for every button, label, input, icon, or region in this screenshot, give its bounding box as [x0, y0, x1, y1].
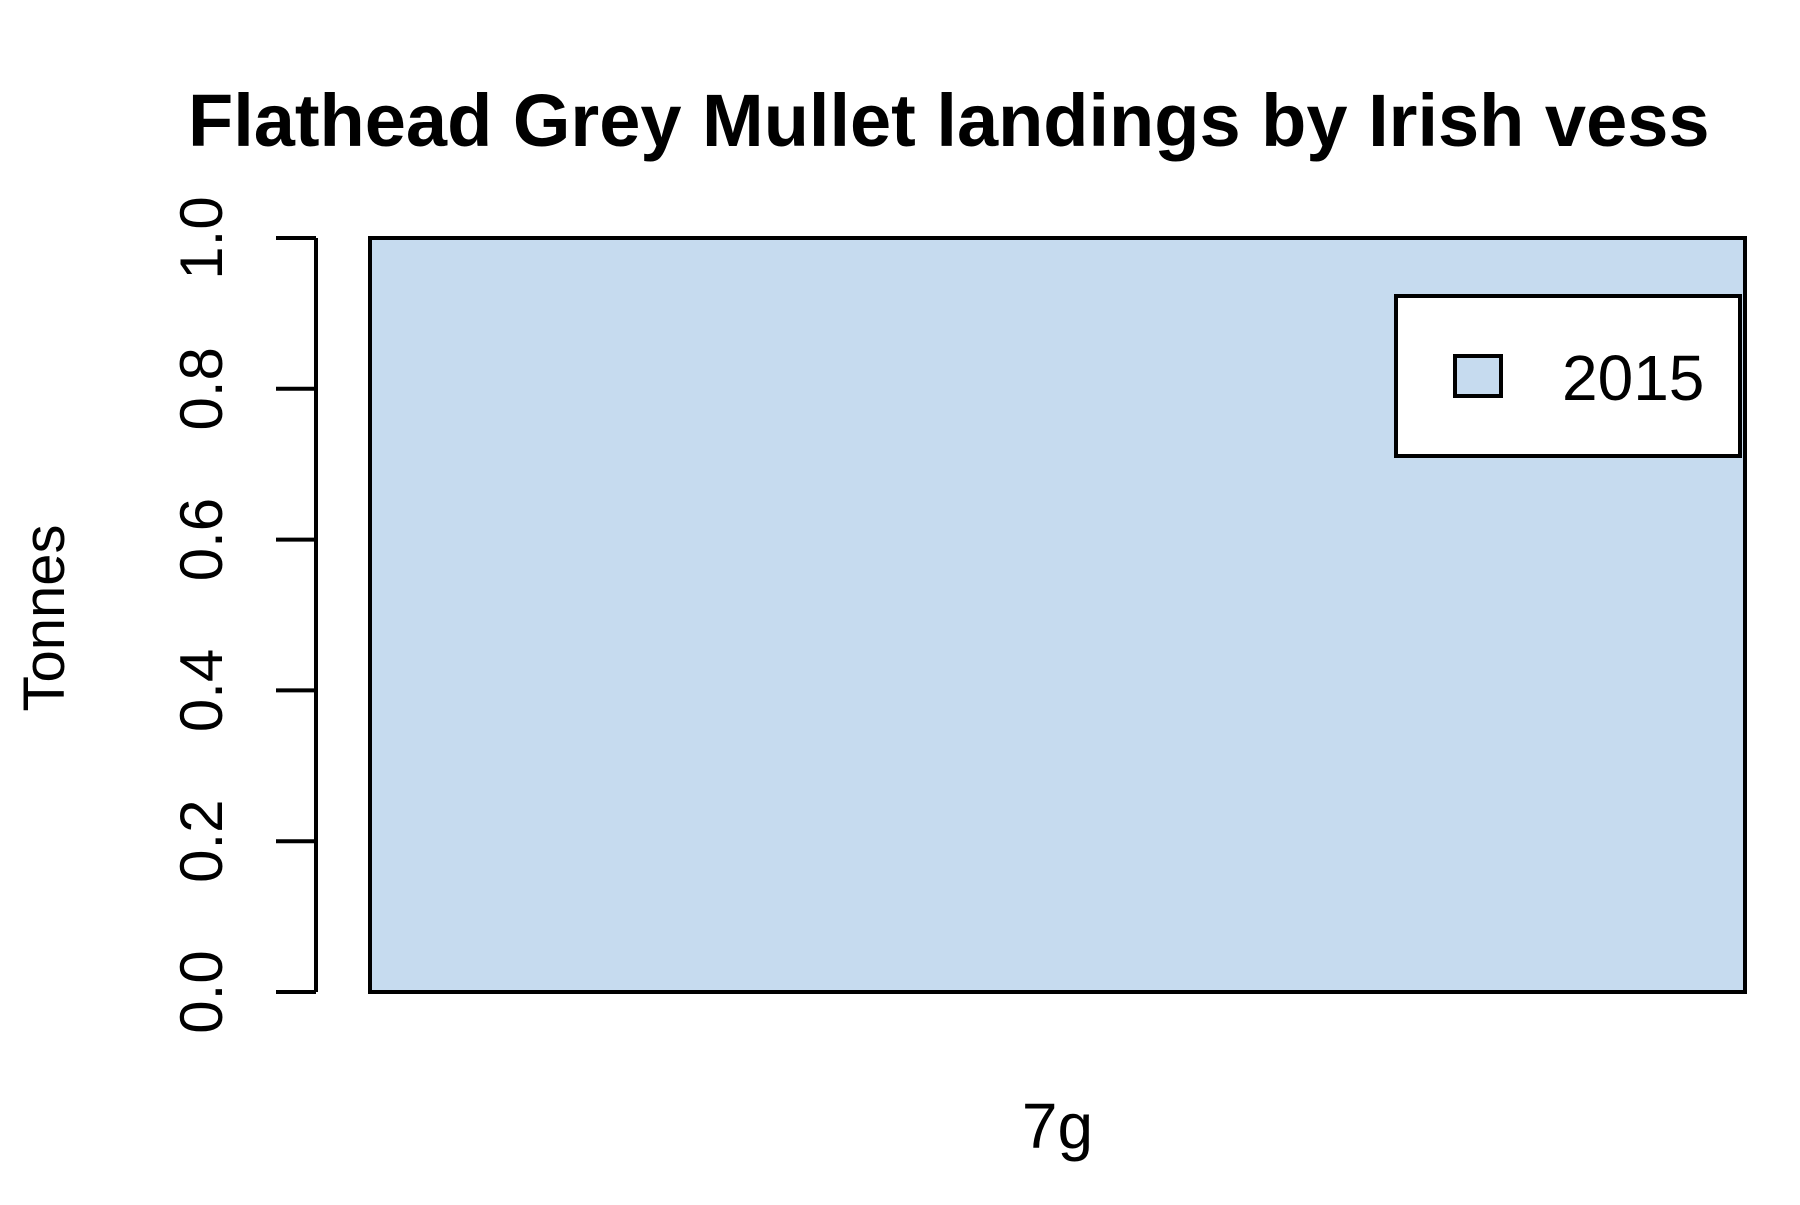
y-tick-label-1.0: 1.0: [168, 196, 235, 279]
x-axis-labels: 7g: [1022, 1090, 1093, 1162]
y-tick-label-0.0: 0.0: [168, 950, 235, 1033]
y-tick-label-0.2: 0.2: [168, 799, 235, 882]
legend: 2015: [1394, 294, 1742, 458]
y-tick-label-0.8: 0.8: [168, 347, 235, 430]
x-tick-label-7g: 7g: [1022, 1090, 1093, 1162]
y-axis-label: Tonnes: [12, 524, 77, 711]
legend-swatch: [1453, 354, 1503, 398]
y-tick-label-0.4: 0.4: [168, 649, 235, 732]
y-axis: 0.0 0.2 0.4 0.6 0.8 1.0: [168, 196, 318, 1034]
y-tick-label-0.6: 0.6: [168, 498, 235, 581]
chart-title: Flathead Grey Mullet landings by Irish v…: [188, 79, 1710, 162]
legend-label-2015: 2015: [1562, 342, 1704, 414]
